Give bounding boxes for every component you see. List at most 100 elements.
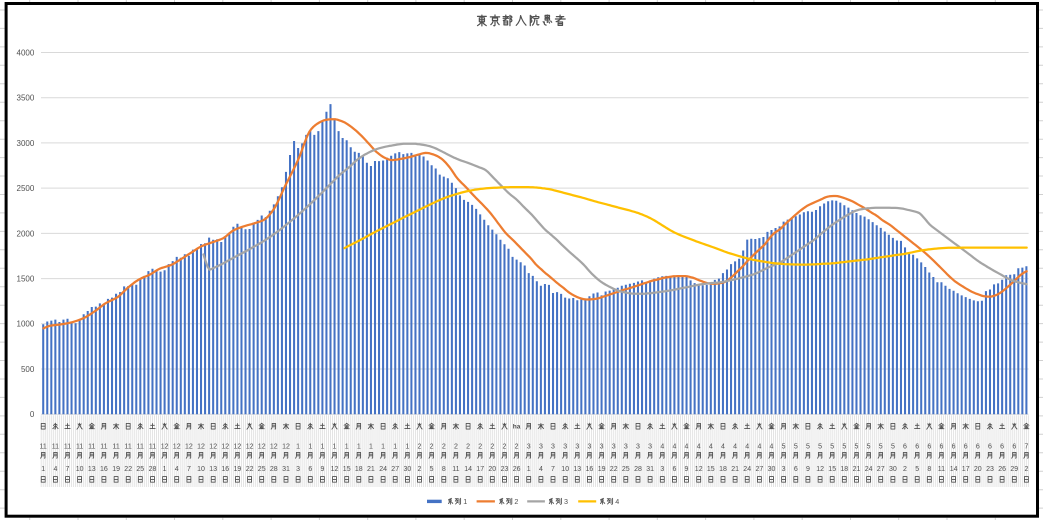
svg-text:22: 22 <box>124 466 132 473</box>
svg-text:6: 6 <box>1012 443 1016 450</box>
svg-text:6: 6 <box>927 443 931 450</box>
svg-text:5: 5 <box>891 443 895 450</box>
svg-text:20: 20 <box>974 466 982 473</box>
svg-text:1: 1 <box>357 443 361 450</box>
svg-text:2: 2 <box>515 443 519 450</box>
svg-text:3: 3 <box>782 466 786 473</box>
svg-text:2: 2 <box>903 466 907 473</box>
svg-text:4: 4 <box>709 443 713 450</box>
svg-text:4: 4 <box>757 443 761 450</box>
svg-text:2: 2 <box>418 443 422 450</box>
svg-text:12: 12 <box>282 443 290 450</box>
svg-text:25: 25 <box>622 466 630 473</box>
svg-text:3500: 3500 <box>17 94 35 103</box>
svg-text:25: 25 <box>136 466 144 473</box>
svg-text:3: 3 <box>539 443 543 450</box>
svg-text:11: 11 <box>125 443 132 450</box>
svg-text:1: 1 <box>463 497 467 506</box>
svg-text:1: 1 <box>333 443 337 450</box>
svg-text:28: 28 <box>270 466 278 473</box>
svg-text:12: 12 <box>331 466 339 473</box>
svg-text:11: 11 <box>137 443 144 450</box>
svg-text:17: 17 <box>476 466 484 473</box>
svg-text:4: 4 <box>175 466 179 473</box>
svg-text:12: 12 <box>234 443 242 450</box>
svg-text:1: 1 <box>381 443 385 450</box>
svg-text:5: 5 <box>806 443 810 450</box>
svg-text:30: 30 <box>404 466 412 473</box>
svg-text:16: 16 <box>221 466 229 473</box>
svg-text:12: 12 <box>270 443 278 450</box>
svg-text:30: 30 <box>889 466 897 473</box>
svg-text:2: 2 <box>490 443 494 450</box>
svg-text:18: 18 <box>719 466 727 473</box>
svg-text:5: 5 <box>855 443 859 450</box>
svg-text:25: 25 <box>258 466 266 473</box>
svg-text:4: 4 <box>672 443 676 450</box>
svg-text:3: 3 <box>636 443 640 450</box>
svg-text:3: 3 <box>648 443 652 450</box>
svg-text:4: 4 <box>539 466 543 473</box>
svg-text:2: 2 <box>454 443 458 450</box>
svg-text:16: 16 <box>100 466 108 473</box>
svg-text:2: 2 <box>430 443 434 450</box>
svg-text:19: 19 <box>598 466 606 473</box>
svg-text:11: 11 <box>88 443 95 450</box>
svg-text:28: 28 <box>149 466 157 473</box>
svg-text:2500: 2500 <box>17 184 35 193</box>
svg-text:3: 3 <box>600 443 604 450</box>
svg-text:12: 12 <box>197 443 205 450</box>
svg-text:14: 14 <box>464 466 472 473</box>
svg-text:11: 11 <box>938 466 945 473</box>
svg-text:6: 6 <box>903 443 907 450</box>
svg-text:4: 4 <box>721 443 725 450</box>
svg-text:10: 10 <box>197 466 205 473</box>
svg-text:18: 18 <box>355 466 363 473</box>
svg-text:11: 11 <box>40 443 47 450</box>
svg-text:6: 6 <box>988 443 992 450</box>
svg-text:5: 5 <box>818 443 822 450</box>
svg-text:2: 2 <box>503 443 507 450</box>
svg-text:12: 12 <box>173 443 181 450</box>
svg-text:6: 6 <box>672 466 676 473</box>
svg-text:6: 6 <box>952 443 956 450</box>
svg-text:12: 12 <box>816 466 824 473</box>
svg-text:31: 31 <box>646 466 654 473</box>
svg-text:14: 14 <box>950 466 958 473</box>
svg-text:22: 22 <box>610 466 618 473</box>
svg-text:6: 6 <box>976 443 980 450</box>
svg-text:12: 12 <box>161 443 169 450</box>
svg-text:5: 5 <box>915 466 919 473</box>
svg-text:4: 4 <box>685 443 689 450</box>
svg-text:3: 3 <box>551 443 555 450</box>
svg-text:15: 15 <box>343 466 351 473</box>
svg-text:3: 3 <box>563 443 567 450</box>
svg-text:15: 15 <box>828 466 836 473</box>
svg-text:1: 1 <box>296 443 300 450</box>
svg-text:19: 19 <box>234 466 242 473</box>
svg-text:7: 7 <box>187 466 191 473</box>
svg-text:11: 11 <box>76 443 83 450</box>
svg-text:28: 28 <box>634 466 642 473</box>
svg-text:27: 27 <box>756 466 764 473</box>
svg-text:12: 12 <box>185 443 193 450</box>
svg-text:3: 3 <box>527 443 531 450</box>
svg-text:20: 20 <box>488 466 496 473</box>
svg-text:4: 4 <box>660 443 664 450</box>
svg-text:7: 7 <box>551 466 555 473</box>
svg-text:13: 13 <box>88 466 96 473</box>
svg-text:11: 11 <box>64 443 71 450</box>
svg-text:2: 2 <box>418 466 422 473</box>
svg-text:6: 6 <box>915 443 919 450</box>
svg-text:1: 1 <box>320 443 324 450</box>
svg-text:2: 2 <box>442 443 446 450</box>
svg-text:17: 17 <box>962 466 970 473</box>
svg-text:3: 3 <box>575 443 579 450</box>
svg-text:1: 1 <box>393 443 397 450</box>
svg-text:11: 11 <box>452 466 459 473</box>
svg-text:11: 11 <box>149 443 156 450</box>
svg-text:4: 4 <box>733 443 737 450</box>
svg-text:18: 18 <box>840 466 848 473</box>
svg-text:4: 4 <box>697 443 701 450</box>
svg-text:5: 5 <box>430 466 434 473</box>
